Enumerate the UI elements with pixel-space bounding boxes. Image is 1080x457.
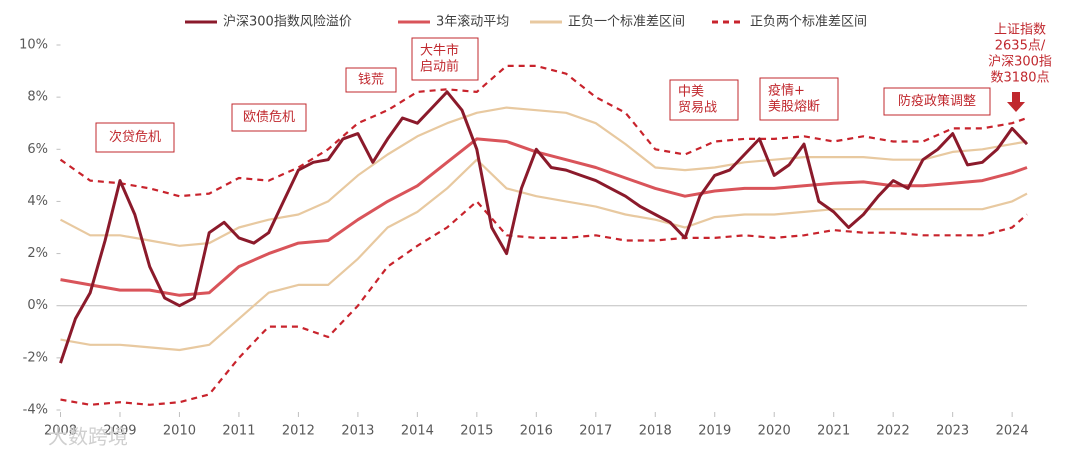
x-tick-label: 2013 [341, 424, 374, 439]
y-tick-label: 4% [27, 194, 48, 209]
x-tick-label: 2018 [639, 424, 672, 439]
annotation-text: 启动前 [420, 59, 459, 75]
x-tick-label: 2011 [222, 424, 255, 439]
x-tick-label: 2015 [460, 424, 493, 439]
y-tick-label: 0% [27, 298, 48, 313]
series-line [59, 106, 1028, 247]
annotation-box [345, 67, 397, 93]
annotation-text: 中美 [678, 85, 704, 100]
annotation-text: 数3180点 [990, 71, 1049, 86]
x-tick-label: 2020 [758, 424, 791, 439]
annotation-text: 沪深300指 [988, 54, 1052, 70]
x-tick-label: 2010 [163, 424, 196, 439]
series-line [59, 90, 1029, 364]
y-tick-label: -2% [23, 350, 48, 365]
annotation-box [759, 77, 839, 121]
series-line [60, 137, 1028, 297]
x-tick-label: 2022 [877, 424, 910, 439]
annotation-box [231, 103, 307, 132]
y-tick-label: 8% [27, 90, 48, 105]
annotation-arrow [1007, 92, 1025, 112]
x-tick-label: 2023 [936, 424, 969, 439]
annotation-text: 2635点/ [995, 39, 1046, 54]
annotation-box [411, 37, 479, 81]
y-tick-label: 6% [27, 142, 48, 157]
annotation-text: 钱荒 [358, 73, 384, 88]
watermark: 大数跨境 [48, 425, 128, 449]
x-tick-label: 2009 [103, 424, 136, 439]
x-tick-label: 2019 [698, 424, 731, 439]
annotation-box [883, 87, 991, 116]
legend-label: 正负一个标准差区间 [568, 15, 685, 30]
x-tick-label: 2008 [44, 424, 77, 439]
x-tick-label: 2024 [996, 424, 1029, 439]
annotation-text: 欧债危机 [243, 110, 295, 125]
legend-label: 沪深300指数风险溢价 [223, 14, 352, 30]
annotation-text: 大牛市 [420, 43, 459, 59]
x-tick-label: 2021 [817, 424, 850, 439]
x-tick-label: 2012 [282, 424, 315, 439]
legend-label: 3年滚动平均 [436, 14, 509, 30]
x-tick-label: 2014 [401, 424, 434, 439]
series-line [60, 158, 1028, 352]
x-tick-label: 2017 [579, 424, 612, 439]
annotation-text: 美股熔断 [768, 100, 820, 115]
annotation-text: 防疫政策调整 [898, 93, 976, 109]
annotation-text: 次贷危机 [109, 129, 161, 145]
y-tick-label: 2% [27, 246, 48, 261]
annotation-text: 疫情+ [768, 83, 805, 99]
annotation-box [95, 122, 175, 153]
annotation-text: 上证指数 [994, 23, 1046, 38]
y-tick-label: -4% [23, 403, 48, 418]
y-tick-label: 10% [19, 38, 48, 53]
annotation-text: 贸易战 [678, 101, 717, 116]
legend-label: 正负两个标准差区间 [750, 15, 867, 30]
x-tick-label: 2016 [520, 424, 553, 439]
series-line [60, 200, 1028, 406]
annotation-box [669, 79, 739, 121]
series-line [59, 64, 1028, 198]
